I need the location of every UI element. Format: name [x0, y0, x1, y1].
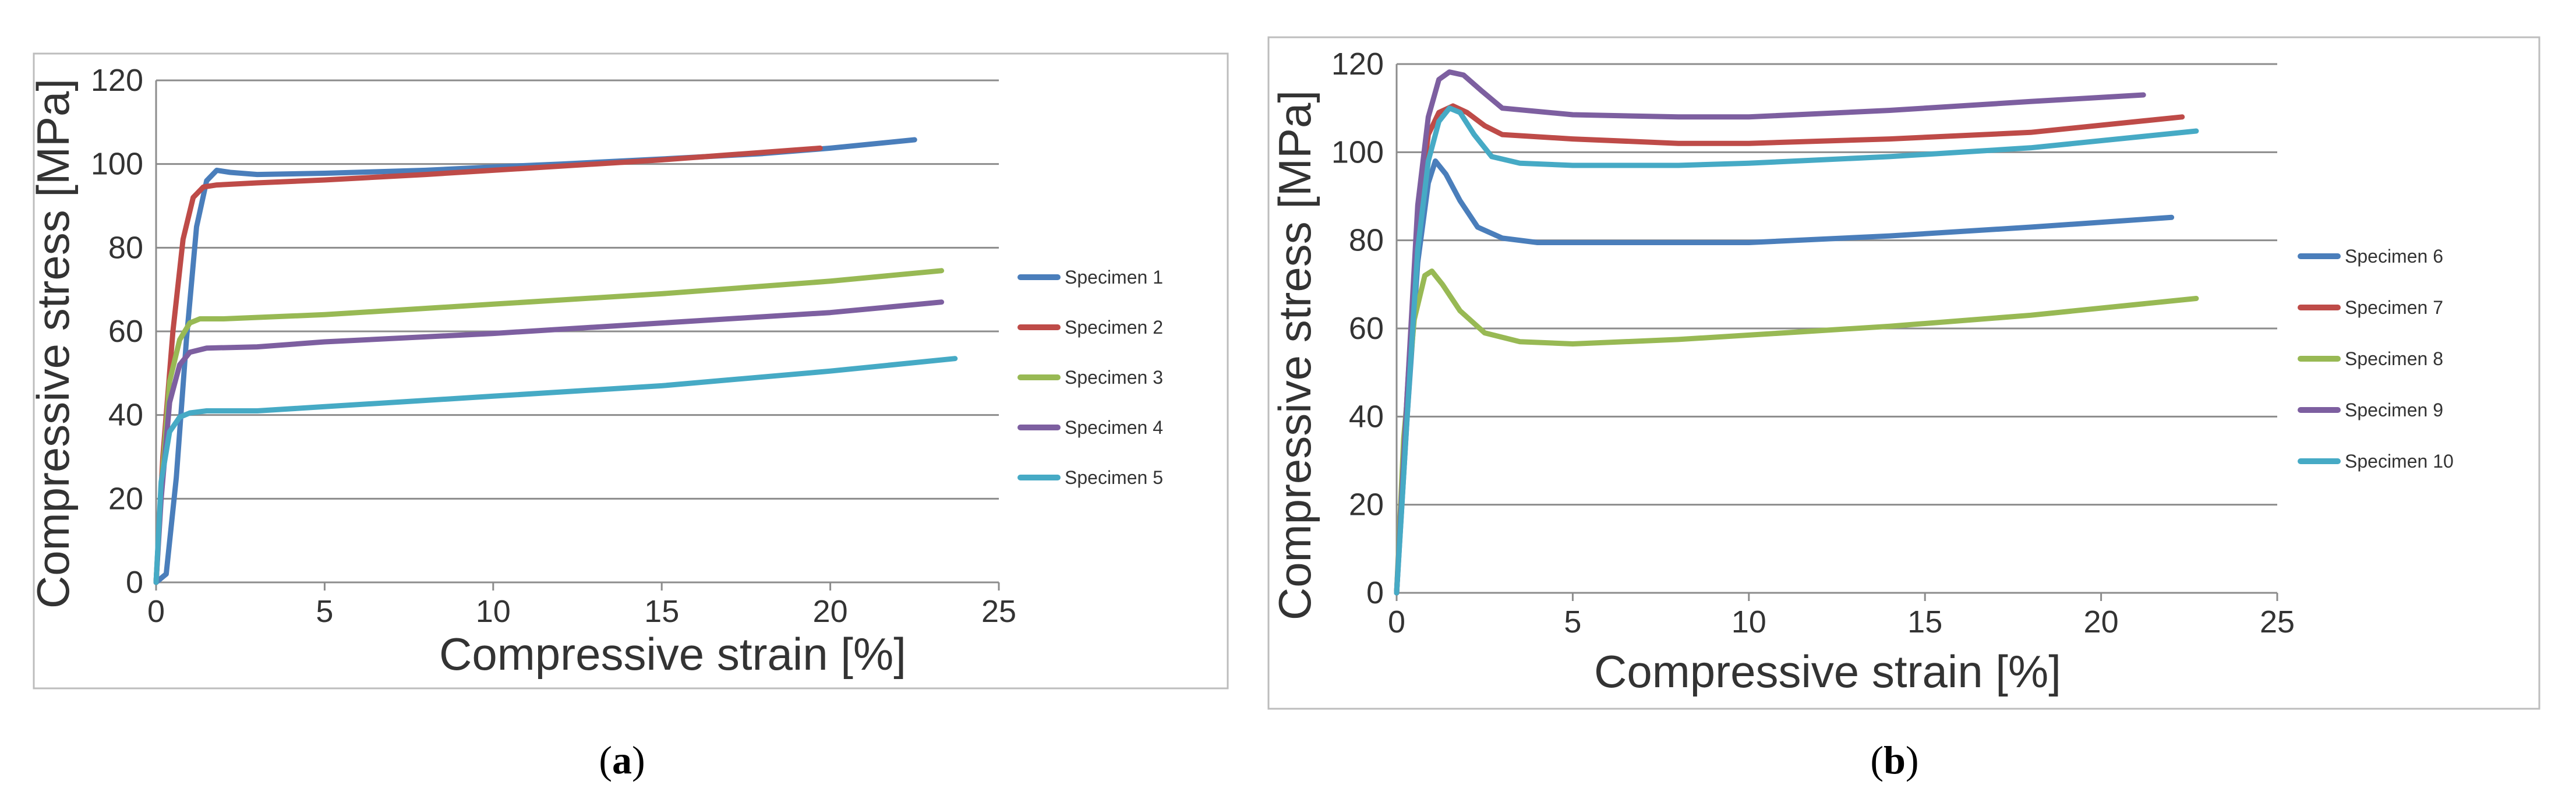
- series-line-specimen-8: [1394, 268, 2199, 596]
- x-tick-label: 25: [981, 594, 1016, 629]
- y-tick-label: 120: [1331, 47, 1384, 82]
- caption-paren: ): [632, 738, 645, 782]
- x-tick-label: 20: [813, 594, 848, 629]
- y-tick-label: 100: [1331, 135, 1384, 169]
- legend-label: Specimen 10: [2345, 451, 2454, 472]
- legend-label: Specimen 3: [1065, 367, 1163, 388]
- y-tick-label: 0: [1366, 575, 1384, 610]
- y-tick-label: 0: [126, 565, 143, 600]
- x-tick-label: 15: [644, 594, 679, 629]
- y-tick-label: 40: [1349, 399, 1384, 434]
- caption-paren: ): [1906, 738, 1919, 782]
- axes-a: 0 20 40 60 80 100 120 0 5 10 15 20 25: [91, 63, 1016, 629]
- legend-label: Specimen 5: [1065, 467, 1163, 488]
- x-tick-label: 0: [1388, 604, 1405, 639]
- x-tick-label: 5: [316, 594, 333, 629]
- series-group-a: [153, 137, 958, 585]
- y-tick-label: 100: [91, 147, 143, 182]
- legend-label: Specimen 2: [1065, 317, 1163, 338]
- x-tick-label: 10: [1732, 604, 1766, 639]
- x-tick-label: 15: [1907, 604, 1942, 639]
- legend-b: Specimen 6 Specimen 7 Specimen 8 Specimen 9…: [2298, 246, 2454, 472]
- x-tick-label: 10: [476, 594, 511, 629]
- legend-label: Specimen 7: [2345, 297, 2443, 318]
- y-tick-label: 60: [1349, 311, 1384, 346]
- y-tick-label: 40: [108, 398, 143, 433]
- chart-frame-a: [33, 52, 1229, 690]
- subfigure-caption-b: (b): [1870, 738, 1918, 782]
- subfigure-caption-a: (a): [599, 738, 645, 782]
- series-line-specimen-5: [153, 356, 958, 585]
- series-line-specimen-9: [1394, 69, 2146, 596]
- x-tick-label: 25: [2260, 604, 2295, 639]
- legend-label: Specimen 4: [1065, 417, 1163, 438]
- x-tick-label: 5: [1564, 604, 1581, 639]
- series-line-specimen-2: [153, 145, 823, 585]
- legend-label: Specimen 8: [2345, 348, 2443, 369]
- x-tick-label: 0: [147, 594, 165, 629]
- caption-paren: (: [1870, 738, 1884, 782]
- y-tick-label: 80: [108, 230, 143, 265]
- gridlines-b: [1397, 63, 2277, 506]
- legend-a: Specimen 1 Specimen 2 Specimen 3 Specimen 4…: [1017, 267, 1163, 488]
- series-group-b: [1394, 69, 2199, 596]
- y-axis-title-b: Compressive stress [MPa]: [1269, 90, 1320, 620]
- y-tick-label: 60: [108, 314, 143, 349]
- x-tick-label: 20: [2084, 604, 2119, 639]
- x-axis-title-b: Compressive strain [%]: [1594, 646, 2061, 697]
- y-tick-label: 120: [91, 63, 143, 98]
- axes-b: 0 20 40 60 80 100 120 0 5 10 15 20 25: [1331, 47, 2295, 639]
- series-line-specimen-4: [153, 299, 945, 585]
- legend-label: Specimen 1: [1065, 267, 1163, 288]
- series-line-specimen-10: [1394, 105, 2199, 596]
- y-tick-label: 20: [1349, 487, 1384, 522]
- caption-paren: (: [599, 738, 612, 782]
- caption-letter: b: [1884, 738, 1906, 782]
- y-tick-label: 80: [1349, 223, 1384, 258]
- legend-label: Specimen 9: [2345, 400, 2443, 420]
- chart-frame-b: [1267, 36, 2540, 710]
- caption-letter: a: [612, 738, 632, 782]
- y-tick-label: 20: [108, 481, 143, 516]
- y-axis-title-a: Compressive stress [MPa]: [27, 79, 79, 609]
- x-axis-title-a: Compressive strain [%]: [439, 628, 906, 680]
- legend-label: Specimen 6: [2345, 246, 2443, 267]
